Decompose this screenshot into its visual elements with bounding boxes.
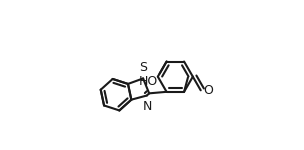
Text: S: S [140,61,147,74]
Text: N: N [143,100,152,113]
Text: HO: HO [139,75,158,88]
Text: O: O [203,84,213,97]
